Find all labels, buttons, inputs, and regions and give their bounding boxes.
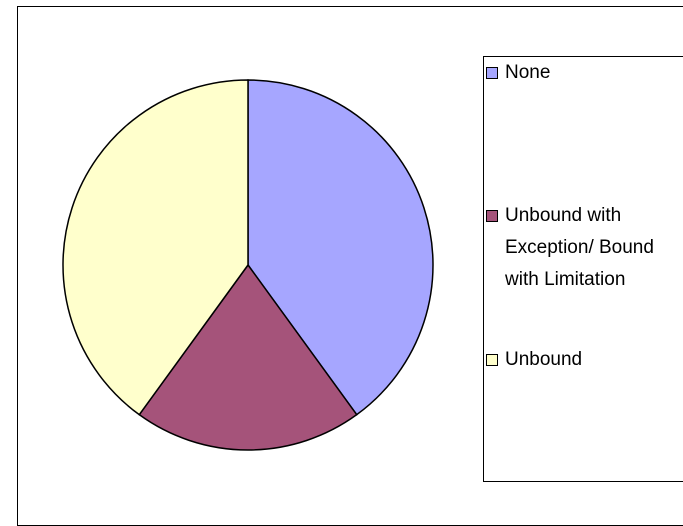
legend-label: None: [505, 62, 551, 83]
legend-entry: None: [486, 57, 682, 89]
legend-label: Unbound with Exception/ Bound with Limit…: [505, 205, 654, 290]
legend: None Unbound with Exception/ Bound with L…: [483, 56, 683, 482]
legend-entry: Unbound with Exception/ Bound with Limit…: [486, 200, 682, 296]
legend-swatch: [486, 354, 498, 366]
legend-swatch: [486, 67, 498, 79]
legend-entry: Unbound: [486, 344, 682, 376]
pie-slice: [62, 79, 249, 416]
pie-slice: [247, 79, 434, 416]
pie-slice: [138, 263, 358, 451]
legend-swatch: [486, 210, 498, 222]
legend-label: Unbound: [505, 349, 583, 370]
